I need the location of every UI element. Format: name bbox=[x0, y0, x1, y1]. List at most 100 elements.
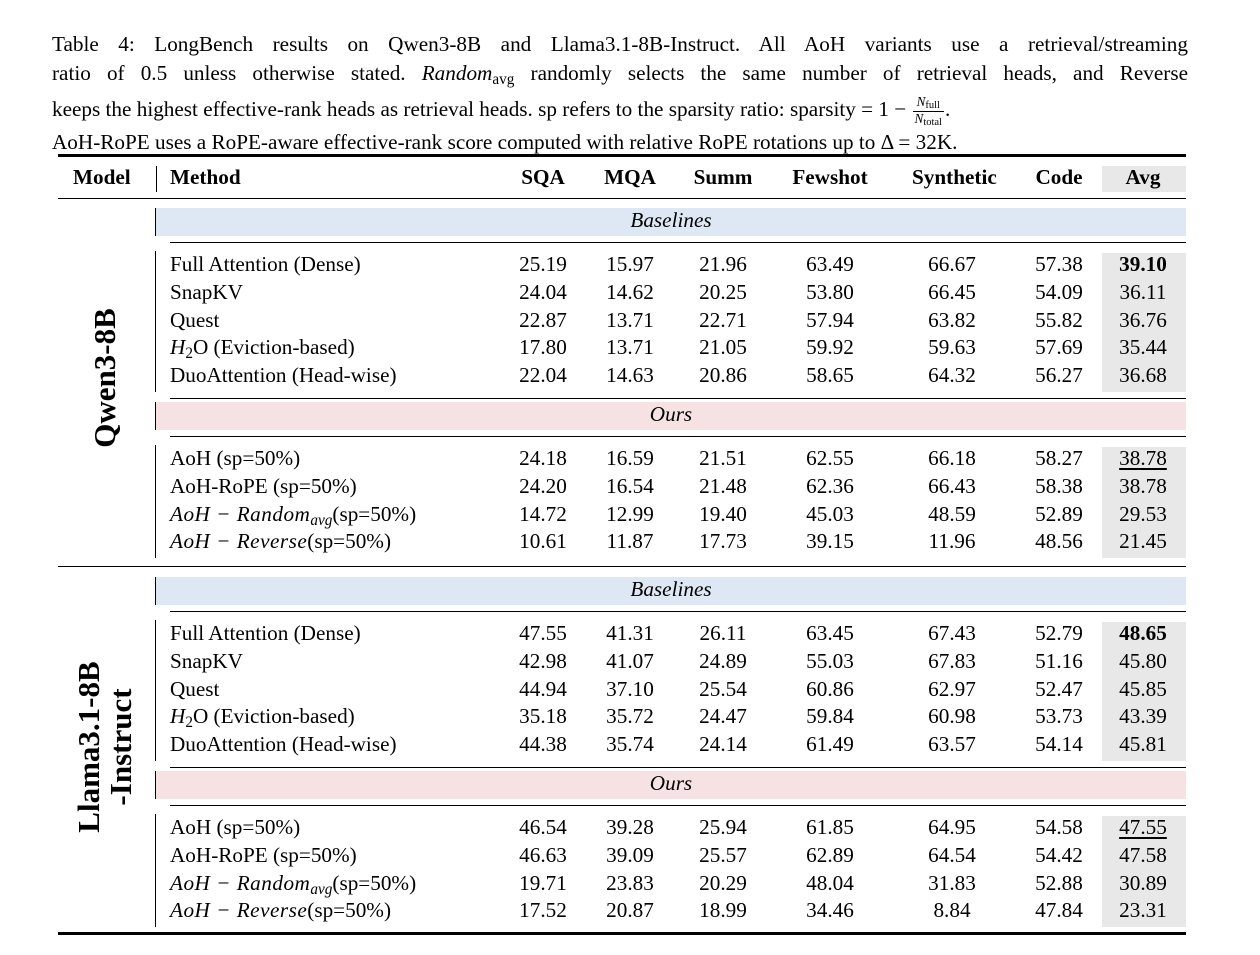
avg-band-ours bbox=[1102, 447, 1186, 559]
value-cell: 52.79 bbox=[1035, 621, 1083, 645]
value-cell: 25.54 bbox=[699, 676, 747, 701]
method-name: AoH-RoPE (sp=50%) bbox=[170, 473, 357, 498]
value-cell: 31.83 bbox=[928, 870, 976, 895]
value-cell: 55.82 bbox=[1035, 307, 1083, 332]
value-cell: 60.98 bbox=[928, 704, 976, 729]
value-cell: 55.03 bbox=[806, 648, 854, 673]
value-cell: 29.53 bbox=[1119, 501, 1167, 526]
value-cell: 24.20 bbox=[519, 473, 567, 498]
baselines-band-edge bbox=[155, 577, 156, 605]
value-cell: 45.03 bbox=[806, 501, 854, 526]
value-cell: 59.84 bbox=[806, 704, 854, 729]
value-cell: 59.63 bbox=[928, 335, 976, 360]
method-name: DuoAttention (Head-wise) bbox=[170, 363, 397, 388]
value-cell: 45.80 bbox=[1119, 648, 1167, 673]
baselines-bottom-rule bbox=[170, 398, 1186, 399]
value-cell: 54.09 bbox=[1035, 279, 1083, 304]
method-name: AoH − Randomavg(sp=50%) bbox=[170, 870, 417, 898]
value-cell: 25.57 bbox=[699, 842, 747, 867]
value-cell: 39.09 bbox=[606, 842, 654, 867]
value-cell: 63.82 bbox=[928, 307, 976, 332]
value-cell: 60.86 bbox=[806, 676, 854, 701]
value-cell: 62.36 bbox=[806, 473, 854, 498]
group-separator-rule bbox=[58, 566, 1186, 568]
baselines-rule bbox=[170, 242, 1186, 243]
value-cell: 64.54 bbox=[928, 842, 976, 867]
value-cell: 54.58 bbox=[1035, 815, 1083, 839]
header-model: Model bbox=[73, 165, 131, 189]
caption-line-2: ratio of 0.5 unless otherwise stated. Ra… bbox=[52, 61, 1188, 89]
value-cell: 52.89 bbox=[1035, 501, 1083, 526]
value-cell: 66.18 bbox=[928, 446, 976, 470]
value-cell: 61.85 bbox=[806, 815, 854, 839]
ours-band bbox=[156, 402, 1186, 430]
value-cell: 56.27 bbox=[1035, 363, 1083, 388]
value-cell: 47.58 bbox=[1119, 842, 1167, 867]
value-cell: 48.65 bbox=[1119, 621, 1167, 645]
caption-line-4: AoH-RoPE uses a RoPE-aware effective-ran… bbox=[52, 129, 958, 154]
value-cell: 58.27 bbox=[1035, 446, 1083, 470]
table-top-rule bbox=[58, 154, 1186, 157]
section-label-ours: Ours bbox=[649, 402, 693, 426]
value-cell: 17.52 bbox=[519, 898, 567, 923]
value-cell: 66.45 bbox=[928, 279, 976, 304]
value-cell: 46.63 bbox=[519, 842, 567, 867]
value-cell: 19.71 bbox=[519, 870, 567, 895]
header-method: Method bbox=[170, 165, 241, 189]
method-name: Quest bbox=[170, 676, 220, 701]
value-cell: 26.11 bbox=[699, 621, 747, 645]
value-cell: 67.83 bbox=[928, 648, 976, 673]
value-cell: 22.87 bbox=[519, 307, 567, 332]
value-cell: 62.89 bbox=[806, 842, 854, 867]
value-cell: 19.40 bbox=[699, 501, 747, 526]
value-cell: 67.43 bbox=[928, 621, 976, 645]
value-cell: 39.28 bbox=[606, 815, 654, 839]
ours-band bbox=[156, 771, 1186, 799]
baselines-vline bbox=[155, 251, 156, 392]
ours-band-edge bbox=[155, 771, 156, 799]
value-cell: 14.63 bbox=[606, 363, 654, 388]
value-cell: 57.38 bbox=[1035, 252, 1083, 276]
value-cell: 12.99 bbox=[606, 501, 654, 526]
value-cell: 47.55 bbox=[1119, 815, 1167, 839]
value-cell: 41.07 bbox=[606, 648, 654, 673]
value-cell: 63.49 bbox=[806, 252, 854, 276]
value-cell: 22.04 bbox=[519, 363, 567, 388]
baselines-bottom-rule bbox=[170, 767, 1186, 768]
value-cell: 17.80 bbox=[519, 335, 567, 360]
header-col-summ: Summ bbox=[693, 165, 753, 189]
method-name: H2O (Eviction-based) bbox=[170, 335, 355, 363]
value-cell: 35.18 bbox=[519, 704, 567, 729]
value-cell: 44.94 bbox=[519, 676, 567, 701]
header-col-mqa: MQA bbox=[604, 165, 656, 189]
value-cell: 36.11 bbox=[1119, 279, 1167, 304]
value-cell: 48.56 bbox=[1035, 529, 1083, 554]
value-cell: 42.98 bbox=[519, 648, 567, 673]
value-cell: 25.94 bbox=[699, 815, 747, 839]
value-cell: 38.78 bbox=[1119, 446, 1167, 470]
value-cell: 17.73 bbox=[699, 529, 747, 554]
value-cell: 41.31 bbox=[606, 621, 654, 645]
value-cell: 51.16 bbox=[1035, 648, 1083, 673]
model-label: Qwen3-8B bbox=[73, 228, 137, 528]
avg-band-baselines bbox=[1102, 622, 1186, 761]
baselines-vline bbox=[155, 620, 156, 761]
section-label-baselines: Baselines bbox=[630, 577, 712, 601]
value-cell: 53.73 bbox=[1035, 704, 1083, 729]
value-cell: 39.10 bbox=[1119, 252, 1167, 276]
value-cell: 62.55 bbox=[806, 446, 854, 470]
model-label-line-1: Llama3.1-8B bbox=[71, 661, 106, 833]
value-cell: 58.65 bbox=[806, 363, 854, 388]
value-cell: 52.88 bbox=[1035, 870, 1083, 895]
caption-line-1: Table 4: LongBench results on Qwen3-8B a… bbox=[52, 32, 1188, 56]
avg-header-band bbox=[1102, 166, 1186, 192]
header-col-synthetic: Synthetic bbox=[912, 165, 997, 189]
method-name: AoH (sp=50%) bbox=[170, 446, 301, 470]
method-name: H2O (Eviction-based) bbox=[170, 704, 355, 732]
model-label-text: Qwen3-8B bbox=[87, 308, 122, 448]
value-cell: 22.71 bbox=[699, 307, 747, 332]
ours-band-edge bbox=[155, 402, 156, 430]
value-cell: 23.83 bbox=[606, 870, 654, 895]
value-cell: 21.45 bbox=[1119, 529, 1167, 554]
value-cell: 48.04 bbox=[806, 870, 854, 895]
